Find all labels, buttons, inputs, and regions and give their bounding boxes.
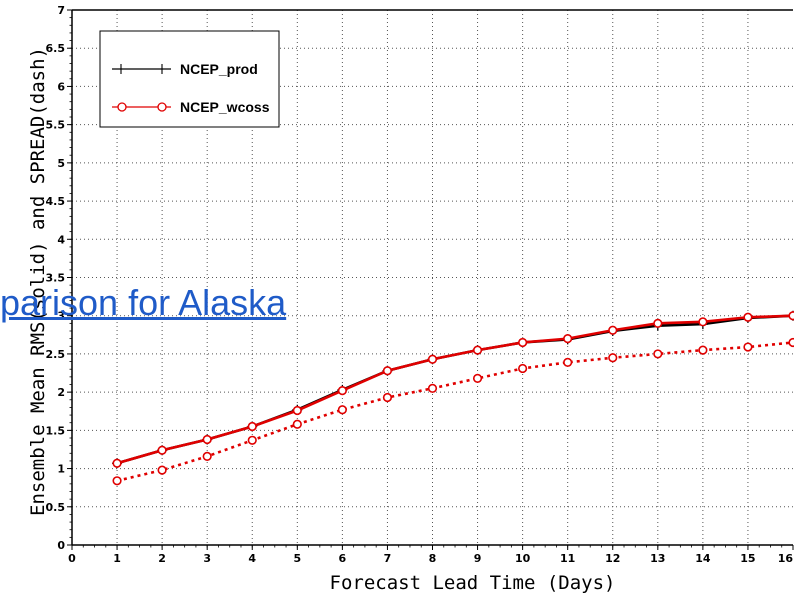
y-tick-label: 3.5	[46, 272, 66, 285]
series-line	[116, 341, 794, 483]
legend-label: NCEP_wcoss	[180, 99, 270, 115]
legend-label: NCEP_prod	[180, 61, 258, 77]
data-point	[608, 353, 618, 363]
data-point	[788, 337, 794, 348]
data-point	[337, 405, 347, 415]
data-point	[337, 386, 347, 396]
data-point	[202, 451, 212, 461]
legend-marker	[117, 102, 127, 112]
data-point	[788, 311, 794, 321]
legend-entry: NCEP_prod	[112, 61, 258, 77]
data-point	[427, 383, 438, 393]
series-ncep-prod	[112, 310, 794, 469]
x-axis-title: Forecast Lead Time (Days)	[330, 572, 616, 594]
data-point	[472, 345, 483, 355]
overlay-title-link[interactable]: parison for Alaska	[0, 282, 287, 323]
x-tick-label: 14	[695, 552, 711, 565]
x-tick-label: 13	[650, 552, 665, 565]
series-line	[116, 314, 794, 465]
x-tick-label: 10	[515, 552, 531, 565]
data-point	[518, 337, 528, 348]
data-point	[743, 312, 753, 322]
y-tick-label: 2.5	[46, 348, 66, 361]
legend: NCEP_prod NCEP_wcoss	[99, 30, 280, 128]
x-tick-label: 15	[740, 552, 755, 565]
y-axis-title: Ensemble Mean RMS(solid) and SPREAD(dash…	[27, 47, 49, 516]
data-point	[247, 421, 257, 432]
data-point	[292, 405, 302, 416]
data-point	[563, 357, 573, 367]
y-tick-label: 1.5	[46, 424, 66, 437]
x-tick-label: 7	[384, 552, 392, 565]
data-point	[382, 392, 393, 403]
x-tick-label: 11	[560, 552, 575, 565]
data-point	[608, 325, 618, 335]
y-tick-label: 2	[57, 386, 65, 399]
y-tick-label: 1	[57, 463, 65, 476]
legend-marker	[157, 102, 167, 112]
y-tick-label: 4.5	[46, 195, 66, 208]
data-point	[518, 363, 528, 374]
y-tick-label: 5	[57, 157, 65, 170]
data-point	[653, 318, 663, 328]
x-tick-label: 5	[293, 552, 301, 565]
y-tick-label: 5.5	[46, 119, 66, 132]
x-tick-label: 6	[339, 552, 347, 565]
data-point	[472, 373, 483, 383]
data-point	[292, 419, 302, 429]
x-tick-label: 12	[605, 552, 620, 565]
data-point	[698, 345, 708, 355]
y-tick-label: 0	[57, 539, 65, 552]
data-point	[247, 435, 257, 445]
series-group	[112, 310, 794, 486]
y-tick-label: 6.5	[46, 42, 66, 55]
data-point	[427, 354, 438, 364]
data-point	[743, 342, 753, 352]
x-tick-label: 8	[429, 552, 437, 565]
x-tick-label: 16	[778, 552, 794, 565]
x-tick-label: 3	[203, 552, 211, 565]
legend-box	[99, 30, 280, 128]
data-point	[157, 465, 167, 475]
data-point	[112, 458, 122, 468]
data-point	[698, 317, 708, 327]
x-tick-label: 0	[68, 552, 76, 565]
legend-entry: NCEP_wcoss	[112, 99, 270, 115]
data-point	[112, 476, 122, 486]
data-point	[563, 334, 573, 344]
series-spread-dashed	[112, 337, 794, 486]
y-tick-label: 6	[57, 80, 65, 93]
data-point	[202, 434, 212, 445]
legend-marker	[116, 64, 126, 74]
legend-marker	[157, 64, 167, 74]
x-tick-label: 2	[158, 552, 166, 565]
data-point	[157, 445, 167, 455]
series-ncep-wcoss	[112, 311, 794, 468]
y-tick-label: 3	[57, 310, 65, 323]
y-tick-label: 0.5	[46, 501, 66, 514]
data-point	[382, 366, 393, 376]
series-line	[116, 314, 794, 465]
y-tick-label: 7	[57, 4, 65, 17]
x-tick-label: 9	[474, 552, 482, 565]
axis-ticks: 00.511.522.533.544.555.566.570 1 2 3 4 5 6 7 8 9 1…	[46, 4, 794, 565]
data-point	[653, 349, 663, 359]
x-tick-label: 1	[113, 552, 121, 565]
x-tick-label: 4	[248, 552, 256, 565]
y-tick-label: 4	[57, 233, 65, 246]
